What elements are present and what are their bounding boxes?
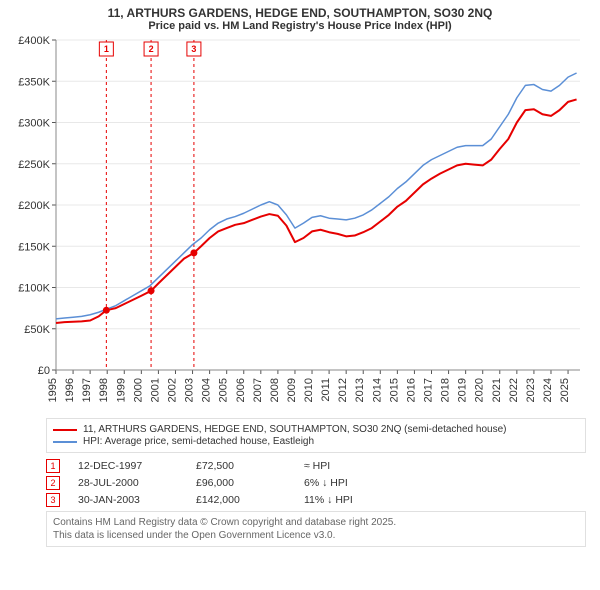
svg-text:1997: 1997 — [81, 378, 93, 402]
footnote-line: This data is licensed under the Open Gov… — [53, 529, 579, 542]
svg-text:2020: 2020 — [474, 378, 486, 402]
line-chart-svg: £0 £50K £100K £150K £200K £250K £300K £350K £400… — [10, 34, 590, 414]
tx-date: 12-DEC-1997 — [78, 460, 178, 472]
svg-text:2018: 2018 — [440, 378, 452, 402]
tx-price: £72,500 — [196, 460, 286, 472]
svg-text:£100K: £100K — [18, 283, 50, 295]
svg-text:2023: 2023 — [525, 378, 537, 402]
svg-text:2013: 2013 — [354, 378, 366, 402]
svg-text:£250K: £250K — [18, 159, 50, 171]
tx-diff: 11% ↓ HPI — [304, 494, 404, 506]
svg-text:1996: 1996 — [64, 378, 76, 402]
svg-text:3: 3 — [191, 44, 196, 54]
legend-label: HPI: Average price, semi-detached house,… — [83, 436, 314, 447]
svg-text:£0: £0 — [38, 365, 50, 377]
table-row: 3 30-JAN-2003 £142,000 11% ↓ HPI — [46, 493, 586, 507]
svg-text:2025: 2025 — [559, 378, 571, 402]
svg-text:2022: 2022 — [508, 378, 520, 402]
svg-text:£400K: £400K — [18, 35, 50, 47]
tx-date: 30-JAN-2003 — [78, 494, 178, 506]
table-row: 2 28-JUL-2000 £96,000 6% ↓ HPI — [46, 476, 586, 490]
tx-date: 28-JUL-2000 — [78, 477, 178, 489]
chart-title-line2: Price paid vs. HM Land Registry's House … — [0, 20, 600, 34]
footnote-line: Contains HM Land Registry data © Crown c… — [53, 516, 579, 529]
svg-text:2014: 2014 — [371, 378, 383, 402]
tx-badge-icon: 3 — [46, 493, 60, 507]
svg-text:1995: 1995 — [47, 378, 59, 402]
svg-text:£350K: £350K — [18, 76, 50, 88]
svg-text:1: 1 — [104, 44, 109, 54]
tx-diff: ≈ HPI — [304, 460, 404, 472]
svg-text:2017: 2017 — [423, 378, 435, 402]
svg-text:2005: 2005 — [218, 378, 230, 402]
svg-text:2003: 2003 — [184, 378, 196, 402]
svg-text:2002: 2002 — [166, 378, 178, 402]
tx-badge-icon: 1 — [46, 459, 60, 473]
svg-text:2000: 2000 — [132, 378, 144, 402]
svg-text:2006: 2006 — [235, 378, 247, 402]
svg-text:2: 2 — [149, 44, 154, 54]
svg-text:£50K: £50K — [24, 324, 50, 336]
svg-text:2015: 2015 — [388, 378, 400, 402]
legend-label: 11, ARTHURS GARDENS, HEDGE END, SOUTHAMP… — [83, 424, 506, 435]
tx-price: £142,000 — [196, 494, 286, 506]
legend-swatch-icon — [53, 429, 77, 431]
transaction-table: 1 12-DEC-1997 £72,500 ≈ HPI 2 28-JUL-200… — [46, 459, 586, 507]
svg-text:2021: 2021 — [491, 378, 503, 402]
svg-text:2007: 2007 — [252, 378, 264, 402]
svg-text:2008: 2008 — [269, 378, 281, 402]
svg-text:£300K: £300K — [18, 118, 50, 130]
svg-text:£200K: £200K — [18, 200, 50, 212]
tx-badge-icon: 2 — [46, 476, 60, 490]
legend-item: 11, ARTHURS GARDENS, HEDGE END, SOUTHAMP… — [53, 424, 579, 435]
svg-text:2010: 2010 — [303, 378, 315, 402]
legend-swatch-icon — [53, 441, 77, 443]
tx-diff: 6% ↓ HPI — [304, 477, 404, 489]
svg-text:2012: 2012 — [337, 378, 349, 402]
legend-item: HPI: Average price, semi-detached house,… — [53, 436, 579, 447]
svg-text:1998: 1998 — [98, 378, 110, 402]
legend-box: 11, ARTHURS GARDENS, HEDGE END, SOUTHAMP… — [46, 418, 586, 453]
svg-text:2016: 2016 — [405, 378, 417, 402]
svg-text:2024: 2024 — [542, 378, 554, 402]
chart-area: £0 £50K £100K £150K £200K £250K £300K £350K £400… — [10, 34, 590, 414]
svg-text:2009: 2009 — [286, 378, 298, 402]
svg-text:2004: 2004 — [201, 378, 213, 402]
svg-text:2019: 2019 — [457, 378, 469, 402]
chart-title-line1: 11, ARTHURS GARDENS, HEDGE END, SOUTHAMP… — [0, 0, 600, 20]
svg-text:1999: 1999 — [115, 378, 127, 402]
footnote-box: Contains HM Land Registry data © Crown c… — [46, 511, 586, 547]
tx-price: £96,000 — [196, 477, 286, 489]
svg-text:2001: 2001 — [149, 378, 161, 402]
table-row: 1 12-DEC-1997 £72,500 ≈ HPI — [46, 459, 586, 473]
svg-text:£150K: £150K — [18, 241, 50, 253]
svg-text:2011: 2011 — [320, 378, 332, 402]
